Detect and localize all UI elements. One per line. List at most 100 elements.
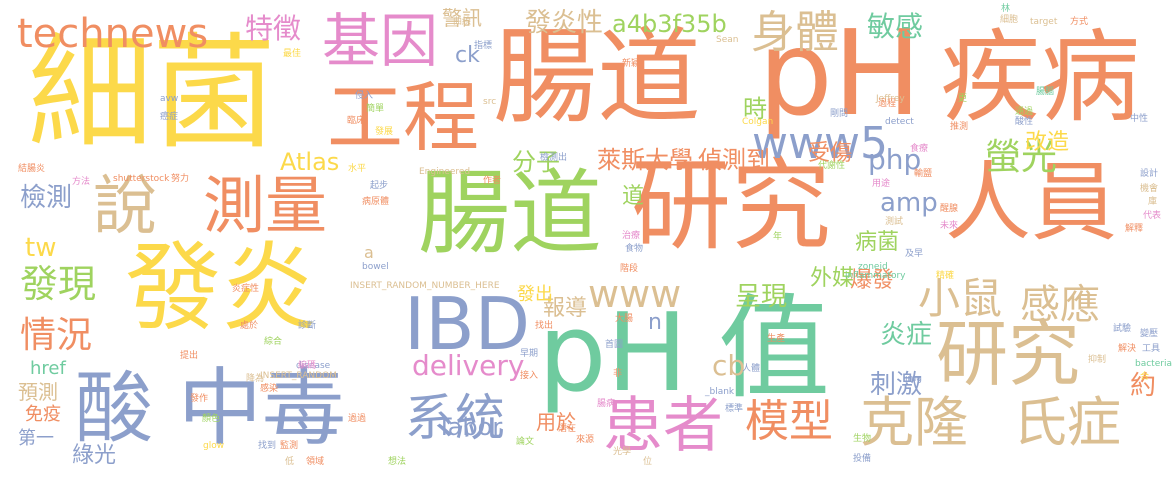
cloud-word: 基因 bbox=[322, 7, 439, 75]
cloud-word: 發展 bbox=[375, 127, 394, 137]
cloud-word: 解釋 bbox=[1125, 224, 1144, 234]
cloud-word: 論文 bbox=[516, 437, 535, 447]
cloud-word: INSERT_RANDOM_NUMBER_HERE bbox=[350, 281, 500, 291]
cloud-word: 顏色 bbox=[202, 414, 221, 424]
cloud-word: src bbox=[483, 97, 497, 107]
cloud-word: 機會 bbox=[1140, 184, 1159, 194]
cloud-word: 腸腦 bbox=[1036, 87, 1055, 97]
cloud-word: 酸 bbox=[75, 364, 154, 454]
cloud-word: 改造 bbox=[1025, 130, 1070, 155]
cloud-word: 患者 bbox=[603, 391, 723, 461]
cloud-word: 非 bbox=[613, 369, 623, 379]
cloud-word: 第一 bbox=[18, 428, 54, 449]
cloud-word: 起步 bbox=[370, 181, 389, 191]
cloud-word: 呈現 bbox=[735, 282, 788, 312]
cloud-word: 身體 bbox=[751, 7, 839, 58]
cloud-word: 生產 bbox=[767, 334, 786, 344]
cloud-word: 剛問 bbox=[830, 109, 849, 119]
cloud-word: disease bbox=[296, 361, 331, 371]
cloud-word: 發作 bbox=[190, 394, 209, 404]
cloud-word: Engineered bbox=[419, 167, 471, 177]
cloud-word: php bbox=[868, 143, 922, 176]
cloud-word: 代謝性 bbox=[818, 161, 846, 171]
cloud-word: 發炎性 bbox=[525, 8, 604, 38]
cloud-word: a bbox=[364, 243, 374, 262]
cloud-word: 未來 bbox=[940, 221, 959, 231]
cloud-word: 潛在 bbox=[558, 424, 577, 434]
cloud-word: target bbox=[1030, 17, 1058, 27]
cloud-word: 中性 bbox=[1130, 114, 1149, 124]
cloud-word: Sean bbox=[716, 35, 739, 45]
cloud-word: 代表 bbox=[1143, 211, 1162, 221]
cloud-word: 通過 bbox=[1015, 107, 1034, 117]
cloud-word: technews bbox=[17, 11, 209, 57]
cloud-word: 人員 bbox=[945, 153, 1117, 253]
cloud-word: 測試 bbox=[885, 217, 904, 227]
cloud-word: 萊斯大學 bbox=[597, 146, 693, 174]
cloud-word: 治療 bbox=[622, 231, 641, 241]
cloud-word: 首圖 bbox=[605, 340, 624, 350]
cloud-word: Jeffrey bbox=[876, 94, 905, 104]
cloud-word: 試驗 bbox=[1113, 324, 1132, 334]
cloud-word: 找到 bbox=[258, 441, 277, 451]
cloud-word: 人體 bbox=[742, 364, 761, 374]
cloud-word: 免疫 bbox=[25, 404, 61, 425]
cloud-word: 爆發 bbox=[850, 268, 895, 293]
cloud-word: 曲線 bbox=[453, 17, 472, 27]
cloud-word: 敏感 bbox=[867, 10, 924, 43]
cloud-word: a4b3f35b bbox=[612, 10, 727, 38]
cloud-word: 標準 bbox=[725, 404, 744, 414]
cloud-word: 及早 bbox=[905, 249, 924, 259]
cloud-word: 編碼 bbox=[298, 361, 317, 371]
cloud-word: avw bbox=[160, 94, 179, 104]
cloud-word: 食療 bbox=[910, 144, 929, 154]
cloud-word: detect bbox=[885, 117, 914, 127]
cloud-word: 癌症 bbox=[160, 112, 179, 122]
cloud-word: 生物 bbox=[853, 434, 872, 444]
cloud-word: 大腸 bbox=[615, 314, 634, 324]
cloud-word: _blank bbox=[705, 387, 735, 397]
cloud-word: 警訊 bbox=[442, 6, 482, 30]
cloud-word: 方法 bbox=[72, 177, 91, 187]
cloud-word: 感染 bbox=[260, 384, 279, 394]
cloud-word: 酸性 bbox=[1015, 117, 1034, 127]
cloud-word: 找出 bbox=[535, 321, 554, 331]
cloud-word: 中毒 bbox=[178, 359, 347, 457]
cloud-word: bacteria bbox=[1135, 359, 1172, 369]
cloud-word: 精確 bbox=[936, 271, 955, 281]
cloud-word: 研究 bbox=[936, 312, 1081, 396]
cloud-word: 檢測出 bbox=[540, 153, 568, 163]
cloud-word: 林 bbox=[1001, 4, 1011, 14]
cloud-word: 接入 bbox=[520, 371, 539, 381]
cloud-word: 處於 bbox=[240, 321, 259, 331]
cloud-word: 炎症 bbox=[880, 320, 933, 350]
cloud-word: zoneid bbox=[858, 262, 888, 272]
cloud-word: 臨床 bbox=[347, 116, 366, 126]
cloud-word: 推測 bbox=[950, 122, 969, 132]
cloud-word: 系統 bbox=[405, 389, 505, 447]
cloud-word: 報導 bbox=[543, 296, 588, 321]
cloud-word: 作者 bbox=[483, 176, 502, 186]
cloud-word: 測量 bbox=[203, 169, 328, 242]
cloud-word: 綜合 bbox=[264, 337, 283, 347]
cloud-word: 發炎 bbox=[125, 232, 317, 344]
cloud-word: 腸病 bbox=[597, 399, 616, 409]
cloud-word: 提出 bbox=[180, 351, 199, 361]
cloud-word: 炎症性 bbox=[232, 284, 260, 294]
cloud-word: Tabor bbox=[437, 413, 503, 441]
cloud-word: 醒腺 bbox=[940, 204, 959, 214]
cloud-word: www bbox=[588, 272, 682, 316]
cloud-word: 投備 bbox=[853, 454, 872, 464]
cloud-word: Atlas bbox=[280, 148, 340, 176]
cloud-word: 方式 bbox=[1070, 17, 1089, 27]
cloud-word: n bbox=[648, 310, 662, 335]
cloud-word: glow bbox=[203, 441, 225, 451]
cloud-word: 指標 bbox=[474, 41, 493, 51]
cloud-word: 特徵 bbox=[245, 12, 302, 45]
cloud-word: 侵入 bbox=[355, 91, 374, 101]
cloud-word: 早期 bbox=[520, 349, 539, 359]
cloud-word: cb bbox=[712, 349, 746, 382]
cloud-word: 領域 bbox=[306, 457, 325, 467]
cloud-word: 位 bbox=[643, 457, 653, 467]
cloud-word: 感應 bbox=[1020, 282, 1100, 328]
